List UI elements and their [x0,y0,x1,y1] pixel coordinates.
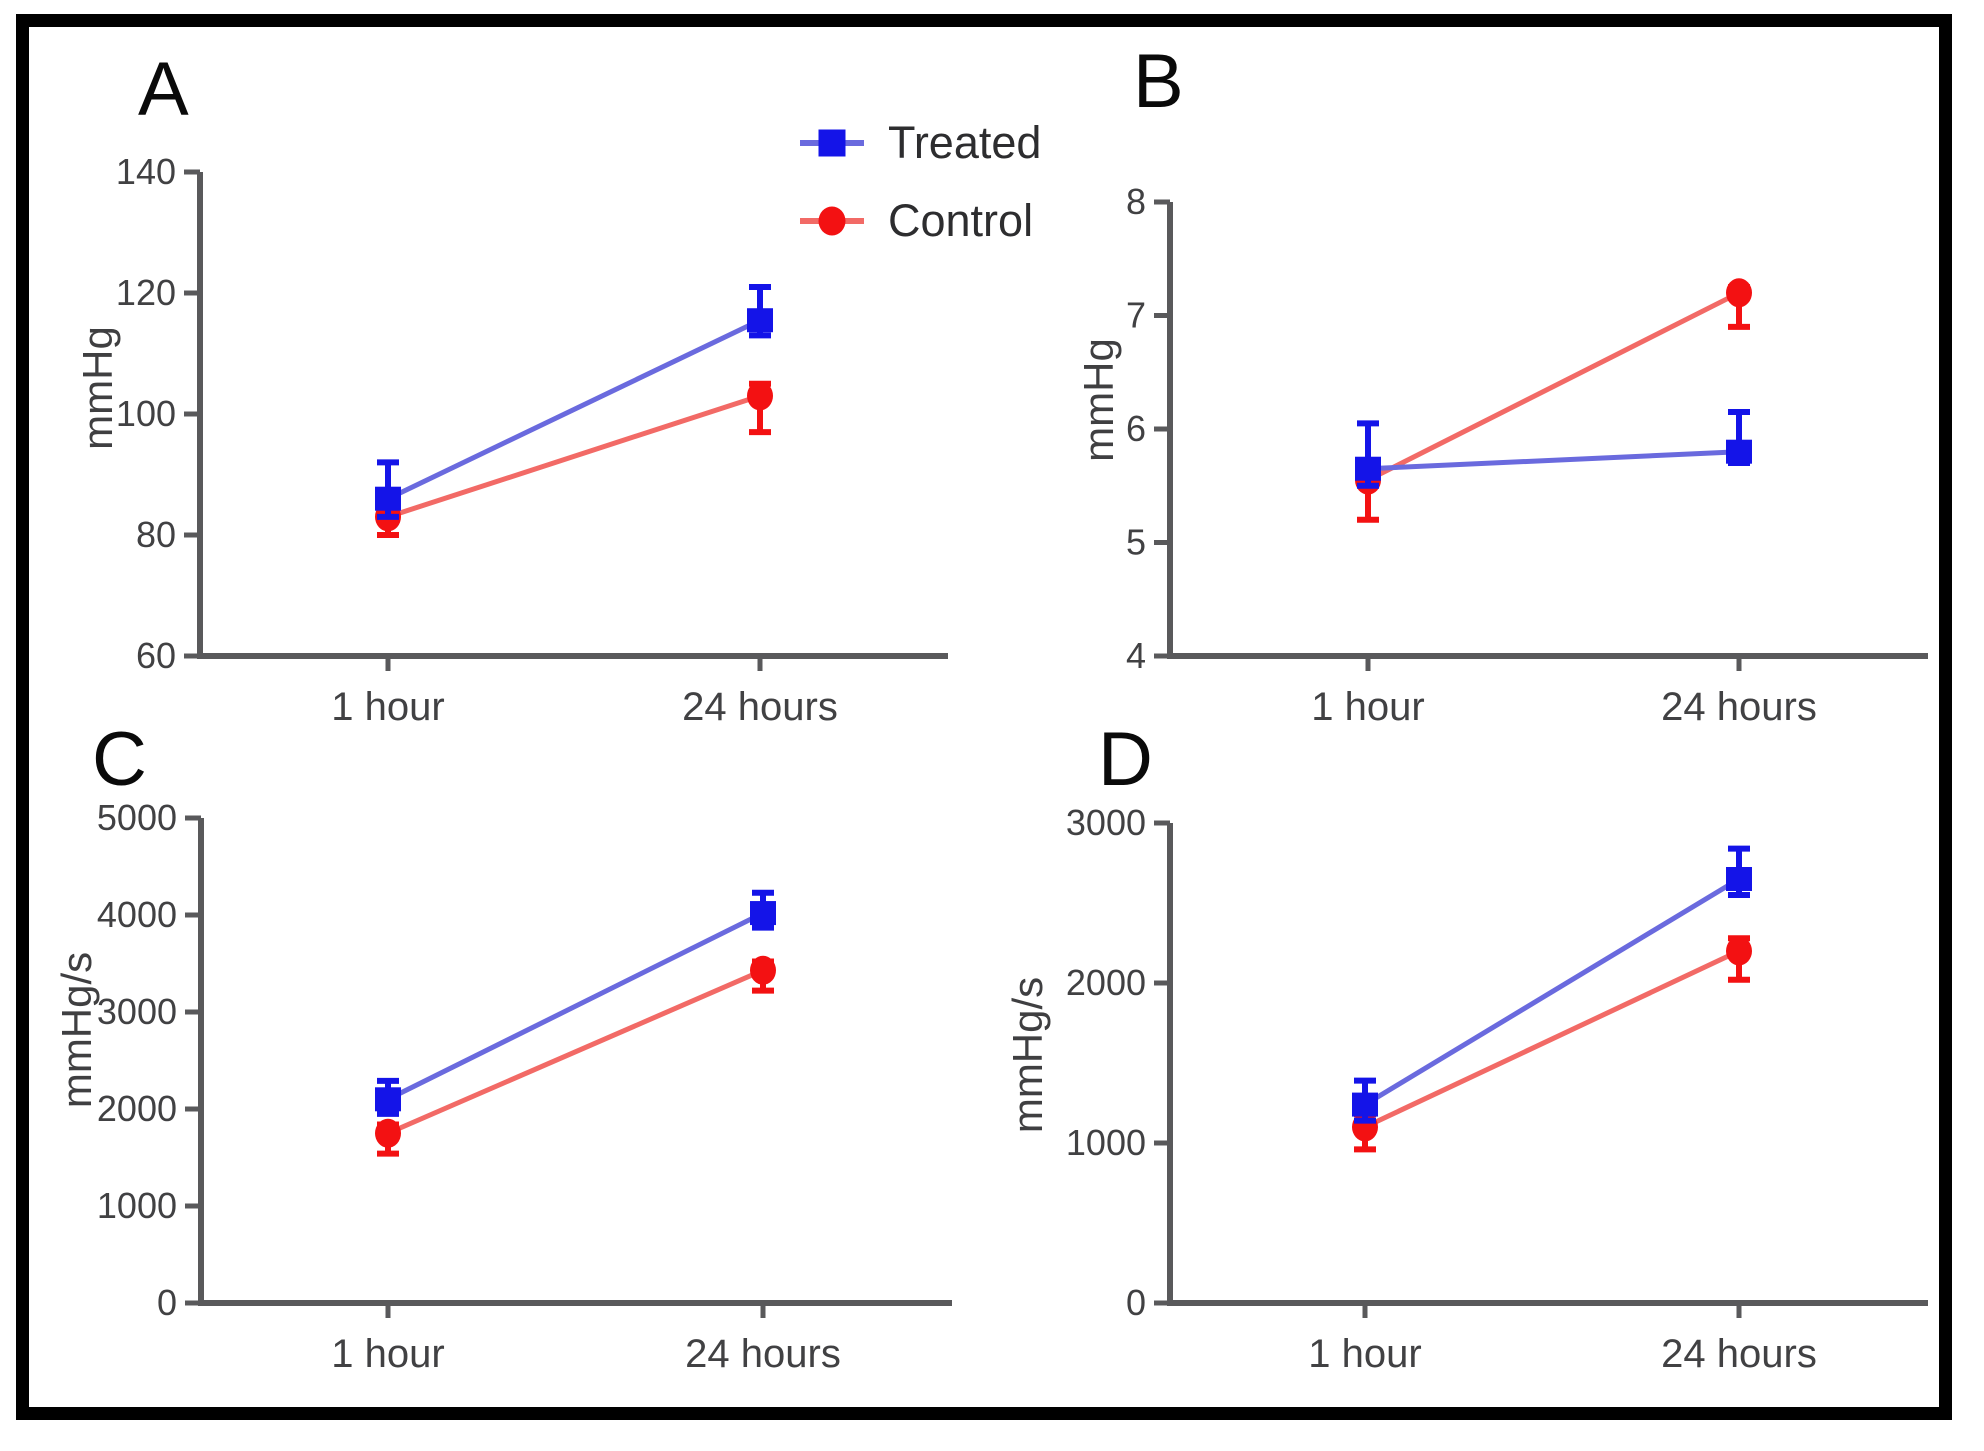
y-tick-label: 140 [116,151,176,192]
marker-circle-control [1726,936,1752,966]
marker-circle-control [750,955,776,985]
y-tick-label: 60 [136,635,176,676]
legend-item-control: Control [800,190,1041,252]
y-tick-label: 2000 [1066,962,1146,1003]
panel-a-letter: A [138,47,189,132]
y-tick-label: 3000 [1066,802,1146,843]
x-tick-label: 1 hour [1308,1332,1421,1376]
panel-b-y-axis-title: mmHg [1075,338,1122,462]
axis-line [1167,823,1928,1306]
series-line-control [1363,948,1741,1130]
y-tick-label: 120 [116,272,176,313]
legend: Treated Control [800,112,1041,252]
panel-c-y-axis-title: mmHg/s [53,951,100,1109]
y-tick-label: 2000 [97,1088,177,1129]
marker-square-treated [747,308,773,333]
marker-square-treated [375,1087,401,1112]
y-tick-label: 100 [116,393,176,434]
y-tick-label: 8 [1126,181,1146,222]
x-tick-label: 1 hour [1311,685,1424,729]
y-tick-label: 6 [1126,408,1146,449]
panel-d-y-axis-title: mmHg/s [1004,976,1051,1134]
panel-a-y-axis-title: mmHg [74,326,121,450]
x-tick-label: 24 hours [1661,685,1817,729]
marker-square-treated [375,486,401,511]
axis-line [1167,202,1928,659]
series-line-treated [386,317,762,501]
control-circle-marker-icon [800,201,864,241]
y-tick-label: 4 [1126,635,1146,676]
y-tick-label: 80 [136,514,176,555]
legend-item-treated: Treated [800,112,1041,174]
panel-b-letter: B [1133,39,1184,124]
marker-circle-control [747,381,773,411]
marker-square-treated [1726,867,1752,891]
x-tick-label: 1 hour [331,685,444,729]
series-line-treated [1367,449,1740,472]
y-tick-label: 0 [157,1282,177,1323]
series-line-control [387,393,761,520]
treated-square-marker-icon [800,123,864,163]
y-tick-label: 5 [1126,522,1146,563]
axis-line [198,818,952,1306]
marker-circle-control [1726,278,1752,308]
x-tick-label: 24 hours [1661,1332,1817,1376]
marker-square-treated [1726,439,1752,464]
y-tick-label: 1000 [1066,1122,1146,1163]
figure-border [16,14,1952,1420]
series-line-control [1366,290,1741,483]
series-line-control [387,967,764,1136]
marker-circle-control [375,1118,401,1148]
x-tick-label: 24 hours [685,1332,841,1376]
series-line-treated [1363,876,1741,1107]
marker-square-treated [1355,456,1381,481]
series-line-treated [386,910,765,1102]
marker-square-treated [1352,1092,1378,1117]
panel-d-letter: D [1098,717,1153,802]
y-tick-label: 1000 [97,1185,177,1226]
y-tick-label: 3000 [97,991,177,1032]
marker-square-treated [750,901,776,926]
y-tick-label: 4000 [97,894,177,935]
y-tick-label: 7 [1126,295,1146,336]
panel-c-letter: C [92,717,147,802]
x-tick-label: 24 hours [682,685,838,729]
x-tick-label: 1 hour [331,1332,444,1376]
y-tick-label: 0 [1126,1282,1146,1323]
legend-label-control: Control [888,195,1034,246]
legend-label-treated: Treated [888,117,1042,168]
y-tick-label: 5000 [97,797,177,838]
